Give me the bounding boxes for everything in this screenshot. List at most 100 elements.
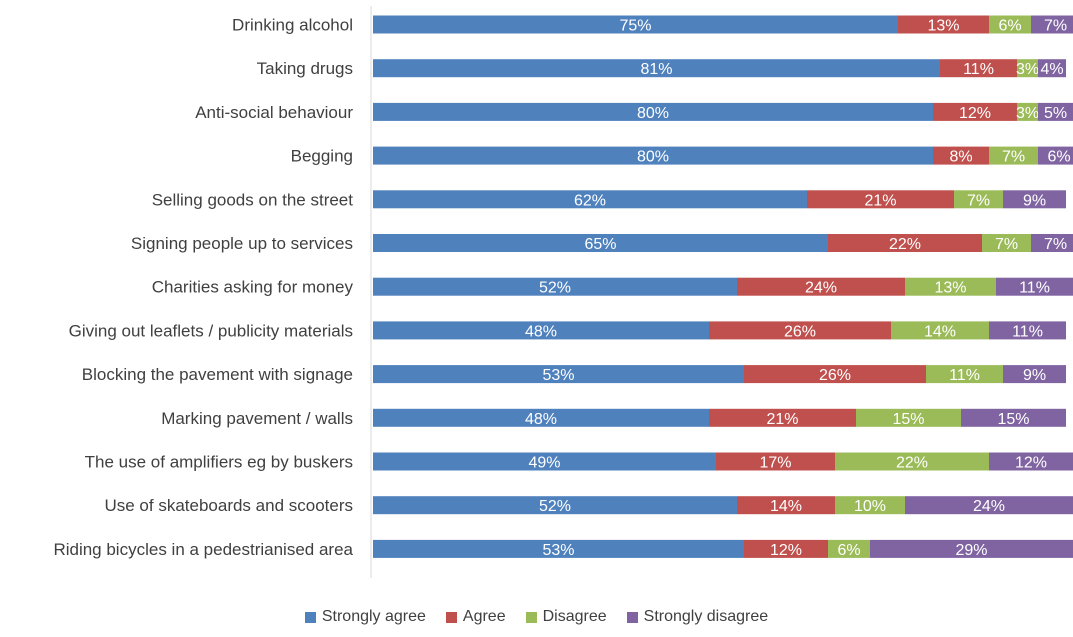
bar-segment-agree-signing-people-up-to-services [828,234,982,252]
bar-segment-strongly-agree-anti-social-behaviour [373,102,933,121]
bar-segment-agree-taking-drugs [940,59,1017,78]
bar-segment-disagree-drinking-alcohol [989,15,1031,34]
data-label-disagree-taking-drugs: 3% [1016,61,1039,78]
data-label-strongly-agree-use-of-skateboards-and-scooters: 52% [539,498,571,515]
bar-segment-strongly-disagree-anti-social-behaviour [1038,102,1073,121]
bar-segment-strongly-disagree-selling-goods-on-the-street [1003,190,1066,209]
legend: Strongly agree Agree Disagree Strongly d… [0,608,1073,626]
legend-label-agree: Agree [462,608,506,625]
bar-segment-strongly-disagree-blocking-the-pavement-with-signage [1003,365,1066,384]
bar-segment-disagree-marking-pavement-walls [856,408,961,427]
data-label-agree-taking-drugs: 11% [963,61,994,78]
bar-segment-strongly-disagree-the-use-of-amplifiers-eg-by-buskers [989,452,1073,471]
data-label-disagree-signing-people-up-to-services: 7% [995,236,1018,253]
legend-item-disagree: Disagree [525,608,607,626]
bar-segment-strongly-agree-signing-people-up-to-services [373,234,828,252]
bar-segment-strongly-agree-marking-pavement-walls [373,408,709,427]
data-label-strongly-disagree-signing-people-up-to-services: 7% [1044,236,1067,253]
stacked-bar-chart: Drinking alcohol 75% 13% 6% 7% Taking drugs 81… [53,6,1073,578]
bar-segment-strongly-agree-the-use-of-amplifiers-eg-by-buskers [373,452,716,471]
data-label-strongly-disagree-giving-out-leaflets-publicity-materials: 11% [1012,323,1043,340]
bar-segment-strongly-agree-riding-bicycles-in-a-pedestrianised-area [373,539,744,558]
category-label-marking-pavement-walls: Marking pavement / walls [161,409,353,428]
data-label-strongly-disagree-charities-asking-for-money: 11% [1019,280,1050,297]
data-label-strongly-disagree-riding-bicycles-in-a-pedestrianised-area: 29% [955,542,987,559]
legend-swatch-strongly-disagree [626,611,638,623]
bar-segment-disagree-use-of-skateboards-and-scooters [835,496,905,515]
data-label-strongly-agree-drinking-alcohol: 75% [619,18,651,35]
data-label-strongly-disagree-drinking-alcohol: 7% [1044,18,1067,35]
bar-segment-strongly-agree-taking-drugs [373,59,940,78]
bar-segment-agree-use-of-skateboards-and-scooters [737,496,835,515]
data-label-disagree-charities-asking-for-money: 13% [934,280,966,297]
bar-segment-strongly-disagree-taking-drugs [1038,59,1066,78]
data-label-agree-selling-goods-on-the-street: 21% [864,192,896,209]
data-label-strongly-agree-anti-social-behaviour: 80% [637,105,669,122]
bar-segment-strongly-agree-begging [373,146,933,165]
data-label-strongly-disagree-taking-drugs: 4% [1040,61,1063,78]
legend-item-strongly-agree: Strongly agree [304,608,426,626]
bar-segment-agree-charities-asking-for-money [737,277,905,296]
bar-segment-strongly-agree-charities-asking-for-money [373,277,737,296]
bar-segment-strongly-disagree-riding-bicycles-in-a-pedestrianised-area [870,539,1073,558]
data-label-strongly-agree-signing-people-up-to-services: 65% [584,236,616,253]
data-label-strongly-disagree-anti-social-behaviour: 5% [1044,105,1067,122]
bar-segment-agree-drinking-alcohol [898,15,989,34]
data-label-disagree-riding-bicycles-in-a-pedestrianised-area: 6% [837,542,860,559]
data-label-strongly-agree-marking-pavement-walls: 48% [525,411,557,428]
bar-segment-strongly-disagree-giving-out-leaflets-publicity-materials [989,321,1066,340]
bar-segment-strongly-disagree-drinking-alcohol [1031,15,1073,34]
data-label-agree-drinking-alcohol: 13% [927,18,959,35]
data-label-strongly-disagree-use-of-skateboards-and-scooters: 24% [973,498,1005,515]
data-label-agree-use-of-skateboards-and-scooters: 14% [770,498,802,515]
category-label-use-of-skateboards-and-scooters: Use of skateboards and scooters [104,496,353,515]
data-label-strongly-agree-selling-goods-on-the-street: 62% [574,192,606,209]
data-label-agree-anti-social-behaviour: 12% [959,105,991,122]
bar-segment-strongly-agree-selling-goods-on-the-street [373,190,807,209]
data-label-agree-begging: 8% [949,149,972,166]
data-label-agree-giving-out-leaflets-publicity-materials: 26% [784,323,816,340]
data-label-disagree-giving-out-leaflets-publicity-materials: 14% [924,323,956,340]
data-label-disagree-begging: 7% [1002,149,1025,166]
data-label-agree-riding-bicycles-in-a-pedestrianised-area: 12% [770,542,802,559]
legend-item-agree: Agree [445,608,506,626]
data-label-disagree-the-use-of-amplifiers-eg-by-buskers: 22% [896,455,928,472]
data-label-agree-charities-asking-for-money: 24% [805,280,837,297]
bar-segment-strongly-disagree-begging [1038,146,1073,165]
bar-segment-disagree-selling-goods-on-the-street [954,190,1003,209]
data-label-strongly-disagree-begging: 6% [1047,149,1070,166]
category-label-giving-out-leaflets-publicity-materials: Giving out leaflets / publicity material… [69,321,353,340]
bar-segment-agree-giving-out-leaflets-publicity-materials [709,321,891,340]
category-label-the-use-of-amplifiers-eg-by-buskers: The use of amplifiers eg by buskers [85,453,353,472]
bar-segment-strongly-disagree-charities-asking-for-money [996,277,1073,296]
bar-segment-disagree-taking-drugs [1017,59,1038,78]
data-label-strongly-agree-blocking-the-pavement-with-signage: 53% [542,367,574,384]
category-label-selling-goods-on-the-street: Selling goods on the street [152,190,354,209]
data-label-agree-blocking-the-pavement-with-signage: 26% [819,367,851,384]
data-label-disagree-selling-goods-on-the-street: 7% [967,192,990,209]
bar-segment-disagree-the-use-of-amplifiers-eg-by-buskers [835,452,989,471]
bar-segment-agree-anti-social-behaviour [933,102,1017,121]
category-label-signing-people-up-to-services: Signing people up to services [131,234,353,253]
data-label-strongly-agree-giving-out-leaflets-publicity-materials: 48% [525,323,557,340]
data-label-disagree-use-of-skateboards-and-scooters: 10% [854,498,886,515]
data-label-strongly-agree-begging: 80% [637,149,669,166]
data-label-disagree-anti-social-behaviour: 3% [1016,105,1039,122]
category-label-anti-social-behaviour: Anti-social behaviour [195,103,353,122]
category-label-begging: Begging [291,147,353,166]
data-label-strongly-agree-charities-asking-for-money: 52% [539,280,571,297]
data-label-agree-signing-people-up-to-services: 22% [889,236,921,253]
bar-segment-disagree-signing-people-up-to-services [982,234,1031,252]
bar-segment-strongly-disagree-marking-pavement-walls [961,408,1066,427]
bar-segment-agree-selling-goods-on-the-street [807,190,954,209]
category-label-drinking-alcohol: Drinking alcohol [232,16,353,35]
data-label-agree-the-use-of-amplifiers-eg-by-buskers: 17% [759,455,791,472]
data-label-strongly-agree-taking-drugs: 81% [640,61,672,78]
bar-segment-strongly-agree-giving-out-leaflets-publicity-materials [373,321,709,340]
bar-segment-strongly-agree-drinking-alcohol [373,15,898,34]
data-label-disagree-blocking-the-pavement-with-signage: 11% [949,367,980,384]
bar-segment-disagree-giving-out-leaflets-publicity-materials [891,321,989,340]
bar-segment-disagree-anti-social-behaviour [1017,102,1038,121]
bar-segment-disagree-charities-asking-for-money [905,277,996,296]
bar-segment-disagree-begging [989,146,1038,165]
